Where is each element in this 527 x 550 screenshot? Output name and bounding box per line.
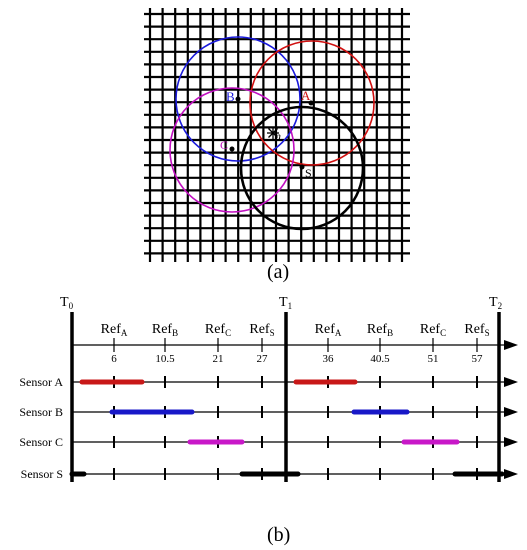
ref-label: RefB (152, 322, 178, 338)
ref-value: 6 (111, 353, 117, 365)
circle-b (175, 36, 301, 162)
label-b: B (226, 89, 235, 104)
circle-a (249, 40, 375, 166)
ref-value: 40.5 (370, 353, 390, 365)
sensor-label: Sensor B (19, 405, 63, 419)
ref-label: RefA (101, 322, 128, 338)
panel-a: B A n C S (a) (144, 8, 410, 283)
ref-label: RefS (464, 322, 489, 338)
circle-c (169, 87, 295, 213)
ref-label: RefA (315, 322, 342, 338)
ref-label: RefB (367, 322, 393, 338)
sensor-row: Sensor C (19, 435, 518, 449)
caption-a: (a) (267, 261, 289, 283)
point-n-star (267, 127, 279, 139)
ref-label: RefC (420, 322, 446, 338)
ref-label: RefS (249, 322, 274, 338)
sensor-label: Sensor S (21, 467, 63, 481)
circle-s (239, 105, 365, 231)
ref-value: 51 (428, 353, 439, 365)
sensor-arrow (504, 407, 518, 417)
caption-b: (b) (267, 524, 290, 546)
label-s: S (305, 166, 312, 180)
ref-value: 57 (472, 353, 484, 365)
reference-axis: RefA 6 RefB 10.5 RefC 21 RefS 27 RefA 36 RefB 40.5 R… (72, 322, 518, 365)
ref-axis-arrow (504, 340, 518, 350)
label-a: A (301, 88, 311, 103)
sensor-arrow (504, 377, 518, 387)
time-label-t2: T2 (489, 295, 502, 311)
ref-value: 27 (257, 353, 269, 365)
panel-b: T0 T1 T2 RefA 6 RefB 10.5 RefC 21 RefS 27 RefA 36… (19, 295, 518, 546)
sensor-rows: Sensor A Sensor B Sensor C Sensor S (19, 375, 518, 481)
ref-value: 10.5 (155, 353, 175, 365)
sensor-arrow (504, 469, 518, 479)
time-label-t1: T1 (279, 295, 292, 311)
point-a (308, 100, 314, 106)
point-c (229, 146, 235, 152)
sensor-row: Sensor S (21, 467, 518, 481)
point-s (299, 164, 305, 170)
ref-label: RefC (205, 322, 231, 338)
sensor-label: Sensor C (19, 435, 63, 449)
label-n: n (275, 129, 281, 143)
sensor-label: Sensor A (19, 375, 63, 389)
sensor-row: Sensor B (19, 405, 518, 419)
time-label-t0: T0 (60, 295, 74, 311)
sensor-row: Sensor A (19, 375, 518, 389)
sensor-arrow (504, 437, 518, 447)
ref-value: 21 (213, 353, 224, 365)
ref-value: 36 (323, 353, 335, 365)
label-c: C (220, 138, 228, 152)
point-b (235, 96, 241, 102)
